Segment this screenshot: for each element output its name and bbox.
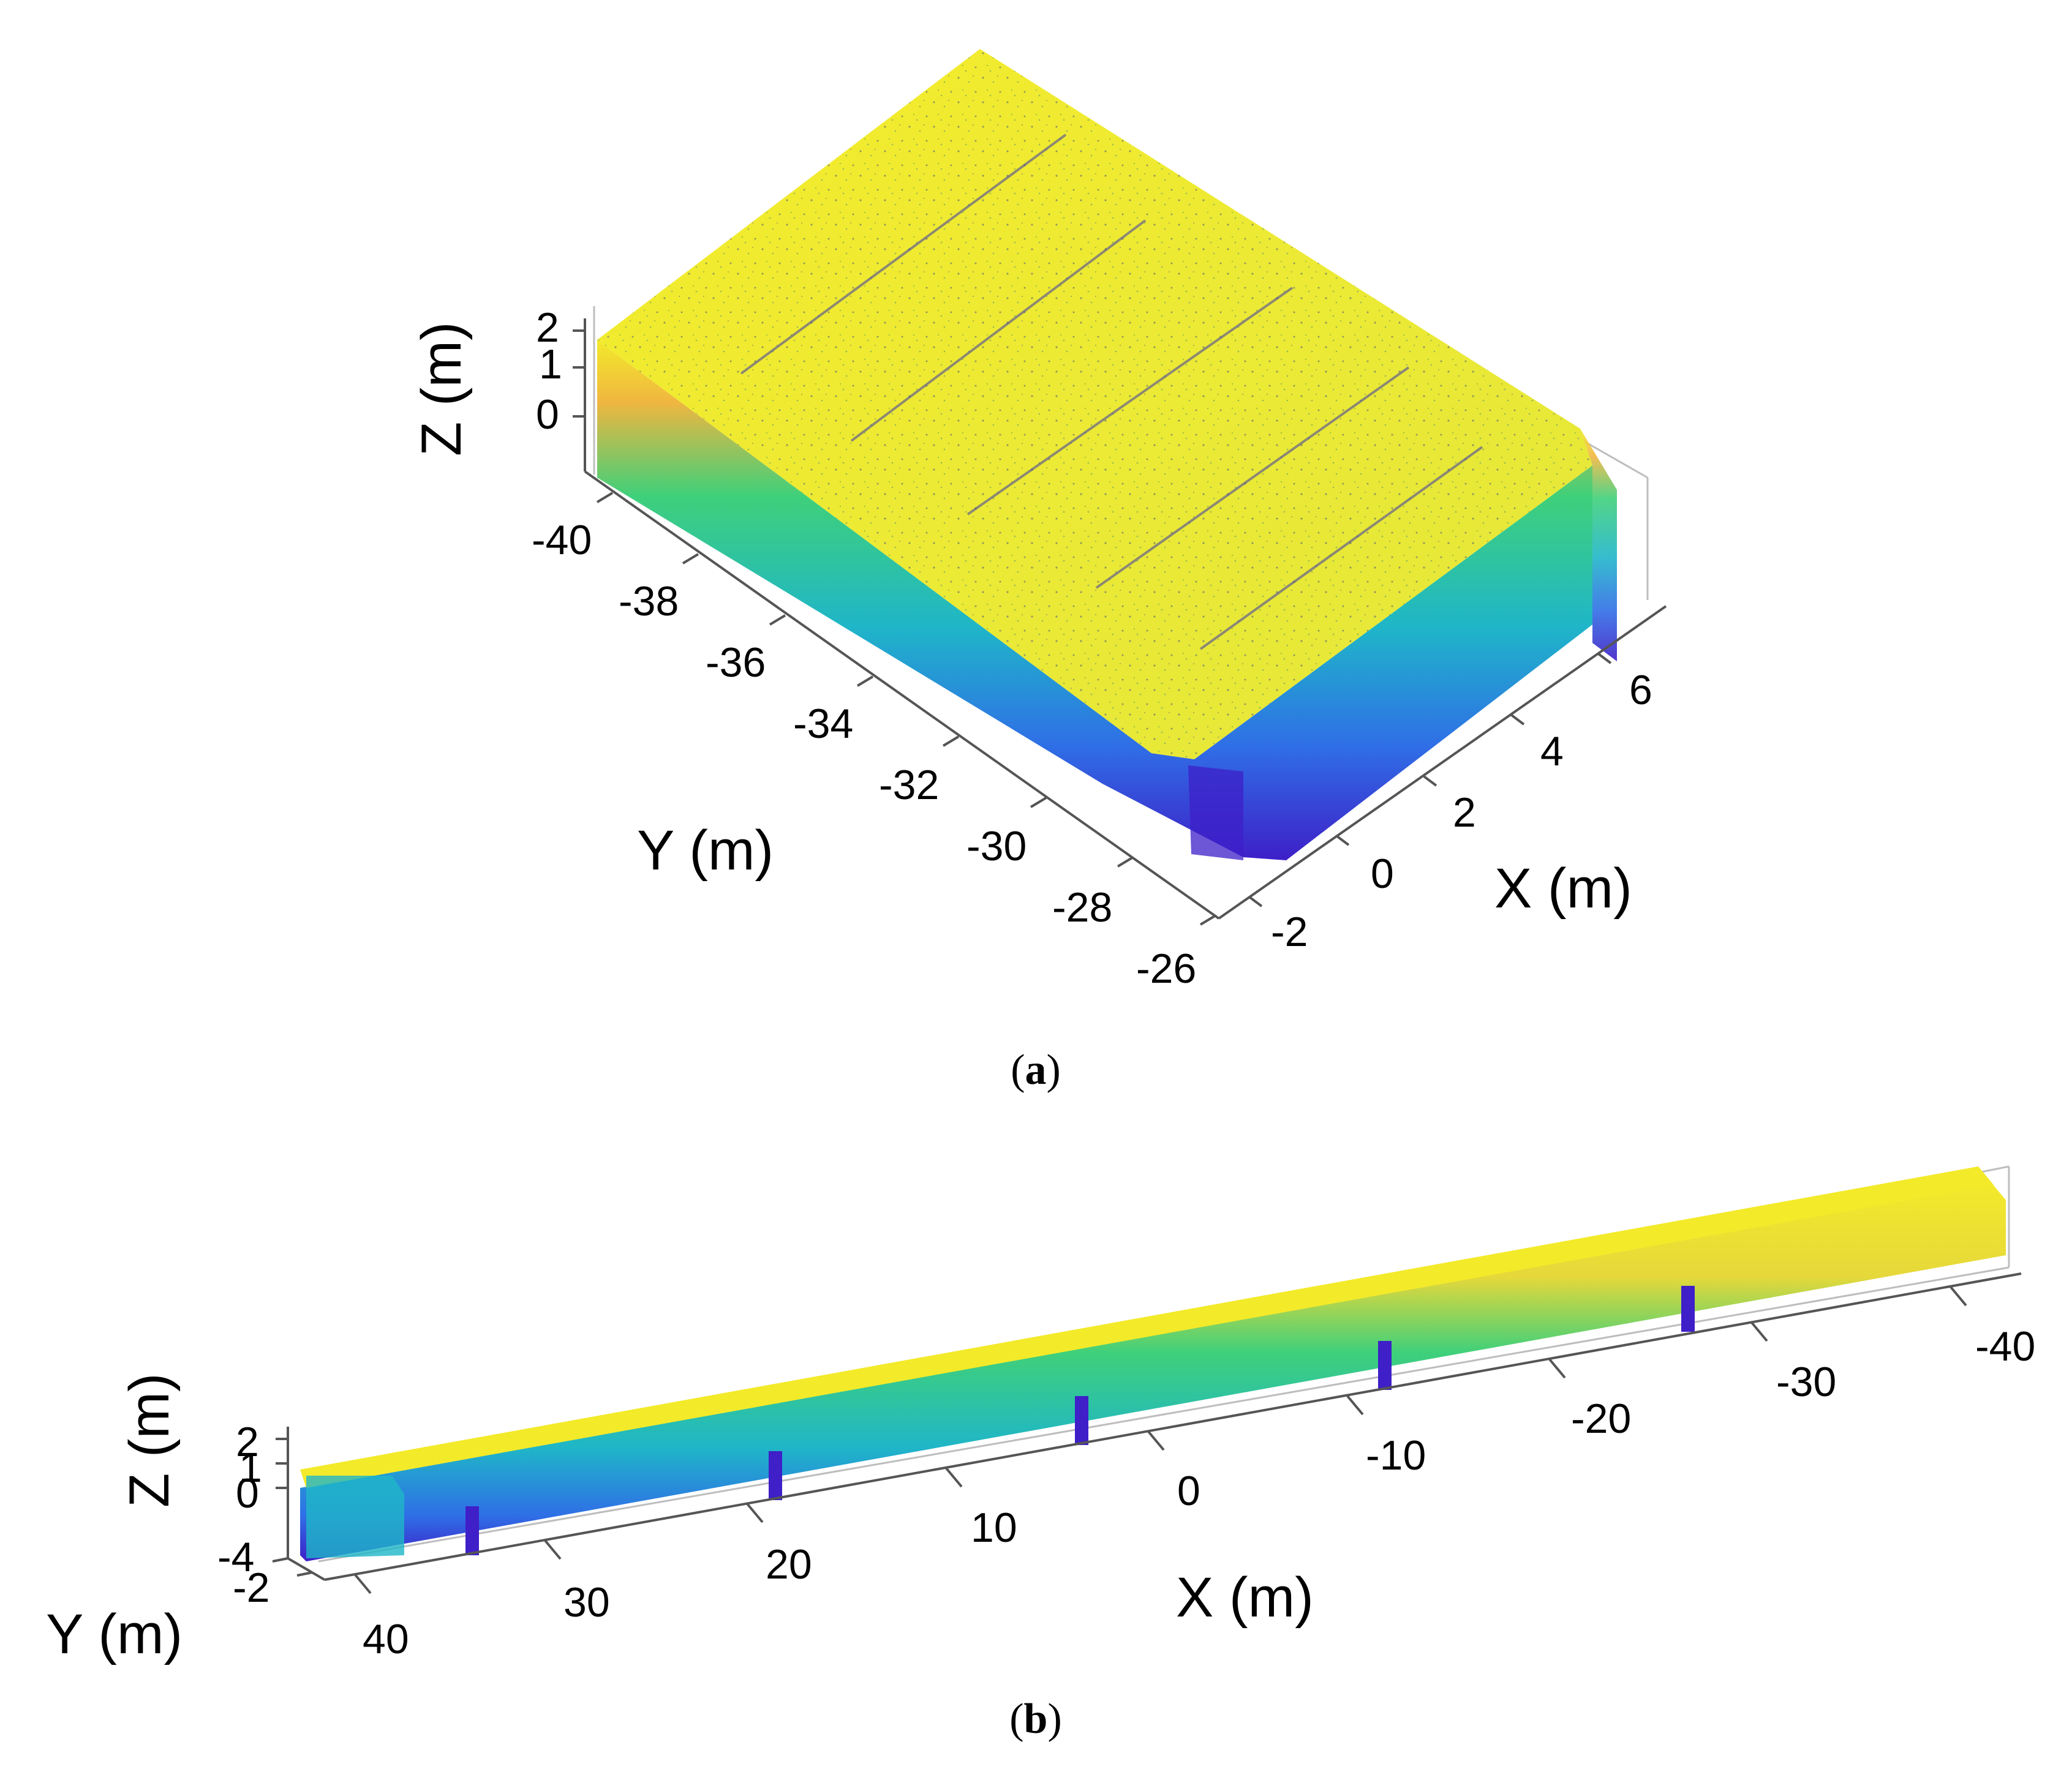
panel-a-y-tick: -30 [966, 823, 1027, 869]
panel-a-y-tick: -36 [706, 639, 766, 686]
panel-b-box-grid [318, 1165, 2010, 1563]
panel-a-axes [584, 318, 1667, 920]
panel-a-z-label: Z (m) [410, 321, 473, 456]
panel-a-y-tick: -38 [619, 578, 679, 625]
panel-a: 2 1 0 Z (m) -40 -38 -36 -34 -32 -30 -28 … [410, 49, 1667, 1094]
panel-a-x-tick: -2 [1271, 909, 1308, 955]
panel-b-x-tick: 20 [766, 1541, 812, 1588]
panel-b-top-surface [300, 1166, 1994, 1488]
panel-a-caption: (a) [1011, 1046, 1061, 1094]
panel-a-z-tick: 1 [539, 341, 562, 388]
panel-a-side-wall [597, 340, 1592, 860]
panel-b: 2 1 0 Z (m) -4 -2 Y (m) 40 30 20 10 0 -1… [46, 1165, 2035, 1743]
panel-b-x-tick: -40 [1975, 1323, 2035, 1370]
panel-b-end-block [306, 1476, 404, 1558]
panel-a-x-label: X (m) [1494, 857, 1632, 920]
panel-b-x-axis [324, 1272, 2022, 1581]
panel-b-pillars [465, 1286, 1695, 1555]
panel-b-z-tick: 1 [239, 1444, 262, 1491]
panel-b-z-label: Z (m) [118, 1373, 181, 1508]
panel-b-x-tick: -10 [1366, 1432, 1426, 1479]
panel-a-y-axis [584, 470, 1220, 920]
panel-b-z-tick: 0 [236, 1470, 259, 1517]
panel-a-notch [1188, 765, 1243, 860]
panel-b-x-tick: -20 [1571, 1395, 1631, 1442]
panel-b-y-tick: -2 [233, 1564, 269, 1611]
panel-a-z-tick: 2 [536, 304, 559, 351]
panel-b-point-cloud [300, 1166, 2006, 1561]
panel-a-y-tick: -34 [793, 700, 853, 747]
panel-b-y-label: Y (m) [46, 1603, 183, 1665]
panel-a-scan-lines [740, 133, 1483, 650]
panel-b-x-tick: 40 [363, 1616, 409, 1662]
panel-b-x-tick: -30 [1776, 1359, 1836, 1405]
panel-b-z-tick: 2 [236, 1419, 259, 1465]
panel-b-y-axis [287, 1557, 326, 1581]
panel-a-x-tick: 6 [1629, 667, 1652, 713]
panel-a-x-tick: 0 [1371, 850, 1394, 897]
panel-a-z-tick: 0 [536, 391, 559, 438]
panel-b-y-tick: -4 [217, 1534, 254, 1580]
panel-b-side-wall [300, 1182, 2006, 1561]
panel-a-x-axis [1218, 605, 1667, 920]
panel-b-ticks [272, 1286, 1967, 1594]
panel-a-y-label: Y (m) [637, 819, 774, 882]
panel-b-caption: (b) [1009, 1695, 1062, 1743]
panel-a-y-tick: -40 [532, 517, 592, 563]
panel-a-ticks [573, 329, 1612, 926]
panel-a-y-tick: -28 [1052, 884, 1112, 931]
panel-a-y-tick: -32 [879, 762, 939, 808]
panel-a-x-tick: 4 [1540, 728, 1564, 775]
panel-b-axes [287, 1272, 2022, 1581]
panel-a-point-cloud [597, 49, 1617, 860]
panel-b-x-tick: 30 [563, 1579, 610, 1626]
panel-b-x-tick: 10 [971, 1504, 1017, 1551]
panel-a-y-tick: -26 [1136, 945, 1196, 992]
panel-b-x-label: X (m) [1176, 1566, 1314, 1629]
panel-b-x-tick: 0 [1177, 1468, 1200, 1514]
panel-a-x-tick: 2 [1453, 789, 1476, 836]
